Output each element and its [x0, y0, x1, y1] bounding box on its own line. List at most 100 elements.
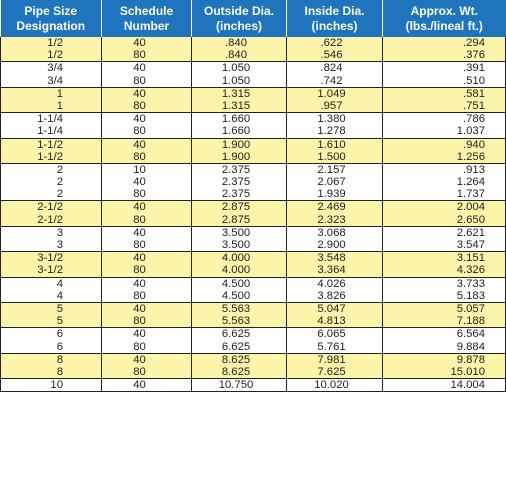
- cell-line: 5: [56, 315, 63, 328]
- table-body: 1/2 1/2 40 80.840.840.622.546.294.376 3/4 3/4…: [0, 37, 506, 393]
- cell-line: 10.020: [314, 379, 349, 392]
- pipe-spec-table: Pipe Size Designation Schedule Number Outs…: [0, 0, 506, 393]
- cell-line: 5.563: [221, 315, 251, 328]
- cell-line: 7.188: [456, 315, 485, 328]
- inside-dia-cell: 2.469 2.323: [286, 200, 383, 227]
- header-line: Pipe Size: [24, 3, 78, 18]
- cell-line: 2.900: [317, 239, 346, 251]
- inside-dia-cell: .824.742: [286, 61, 383, 88]
- cell-line: 4.500: [221, 289, 251, 302]
- cell-line: 40: [133, 62, 146, 75]
- table-row: 8 8 40 80 8.625 8.625 7.981 7.625 9.878 15.010: [0, 353, 506, 380]
- cell-line: 1.050: [221, 62, 251, 75]
- cell-line: 40: [133, 201, 146, 214]
- schedule-cell: 40 80: [101, 327, 192, 354]
- outside-dia-cell: 1.315 1.315: [191, 87, 287, 114]
- cell-line: 1.380: [317, 113, 346, 126]
- header-line: Number: [123, 18, 170, 33]
- cell-line: .840: [225, 37, 247, 49]
- schedule-cell: 40 80: [101, 200, 192, 227]
- cell-line: 1.900: [221, 150, 251, 163]
- cell-line: 4.000: [221, 264, 251, 277]
- cell-line: 1.500: [317, 150, 346, 163]
- cell-line: 3.547: [456, 239, 485, 251]
- header-line: (inches): [215, 18, 262, 33]
- cell-line: 8.625: [221, 365, 251, 378]
- pipe-size-cell: 10: [0, 378, 102, 393]
- cell-line: 1.315: [221, 99, 251, 112]
- cell-line: 40: [133, 328, 146, 341]
- cell-line: 2.875: [221, 213, 251, 226]
- cell-line: .742: [320, 74, 343, 87]
- cell-line: 3.826: [317, 289, 346, 302]
- outside-dia-cell: 2.375 2.375 2.375: [191, 163, 287, 202]
- table-row: 1 1 40 80 1.315 1.315 1.049.957.581.751: [0, 87, 506, 114]
- header-weight: Approx. Wt. (lbs./lineal ft.): [382, 0, 506, 37]
- cell-line: 2.621: [456, 226, 485, 239]
- cell-line: 1.737: [456, 188, 485, 201]
- cell-line: 6.564: [456, 328, 485, 341]
- cell-line: .957: [320, 99, 343, 112]
- cell-line: 80: [133, 99, 146, 112]
- cell-line: 5: [56, 302, 63, 315]
- cell-line: 1.037: [456, 125, 485, 138]
- cell-line: 14.004: [450, 379, 485, 392]
- cell-line: 7.625: [317, 365, 346, 378]
- weight-cell: 14.004: [382, 378, 506, 393]
- cell-line: 2.067: [317, 176, 346, 189]
- outside-dia-cell: 4.000 4.000: [191, 251, 287, 278]
- weight-cell: .786 1.037: [382, 112, 506, 139]
- header-line: Designation: [16, 18, 86, 33]
- inside-dia-cell: 1.380 1.278: [286, 112, 383, 139]
- inside-dia-cell: 10.020: [286, 378, 383, 393]
- cell-line: .913: [463, 163, 485, 176]
- weight-cell: .913 1.264 1.737: [382, 163, 506, 202]
- cell-line: 80: [133, 74, 146, 87]
- weight-cell: 2.621 3.547: [382, 226, 506, 253]
- cell-line: 1: [56, 99, 63, 112]
- cell-line: 80: [133, 125, 146, 138]
- table-row: 2-1/2 2-1/2 40 80 2.875 2.875 2.469 2.323 2.004 2…: [0, 200, 506, 227]
- weight-cell: .581.751: [382, 87, 506, 114]
- header-schedule: Schedule Number: [101, 0, 192, 37]
- inside-dia-cell: 6.065 5.761: [286, 327, 383, 354]
- cell-line: 2: [56, 188, 63, 201]
- cell-line: 2-1/2: [37, 213, 63, 226]
- outside-dia-cell: 1.050 1.050: [191, 61, 287, 88]
- cell-line: 80: [133, 264, 146, 277]
- cell-line: 8: [56, 353, 63, 366]
- table-row: 1-1/2 1-1/2 40 80 1.900 1.900 1.610 1.500.940 1.…: [0, 138, 506, 164]
- cell-line: 1.256: [456, 150, 485, 163]
- header-inside-dia: Inside Dia. (inches): [286, 0, 383, 37]
- inside-dia-cell: 1.610 1.500: [286, 138, 383, 164]
- cell-line: 1: [56, 87, 63, 100]
- cell-line: .546: [320, 49, 343, 62]
- cell-line: .294: [463, 37, 485, 49]
- cell-line: 1.939: [317, 188, 346, 201]
- cell-line: 6.065: [317, 328, 346, 341]
- weight-cell: 3.733 5.183: [382, 277, 506, 303]
- cell-line: 3/4: [47, 74, 63, 87]
- cell-line: 2.004: [456, 201, 485, 214]
- outside-dia-cell: 4.500 4.500: [191, 277, 287, 303]
- cell-line: 80: [133, 315, 146, 328]
- cell-line: 7.981: [317, 353, 346, 366]
- cell-line: 3.548: [317, 252, 346, 265]
- cell-line: .940: [463, 138, 485, 151]
- cell-line: 80: [133, 289, 146, 302]
- cell-line: 6.625: [221, 340, 251, 353]
- cell-line: 10: [133, 163, 146, 176]
- weight-cell: 2.004 2.650: [382, 200, 506, 227]
- cell-line: 5.047: [317, 302, 346, 315]
- cell-line: 40: [133, 302, 146, 315]
- table-row: 6 6 40 80 6.625 6.625 6.065 5.761 6.564 9.884: [0, 327, 506, 354]
- cell-line: 1-1/2: [37, 150, 63, 163]
- cell-line: 4.026: [317, 277, 346, 290]
- header-line: Outside Dia.: [203, 3, 274, 18]
- cell-line: 1.610: [317, 138, 346, 151]
- cell-line: 3: [56, 239, 63, 251]
- cell-line: 8: [56, 365, 63, 378]
- cell-line: 6: [56, 328, 63, 341]
